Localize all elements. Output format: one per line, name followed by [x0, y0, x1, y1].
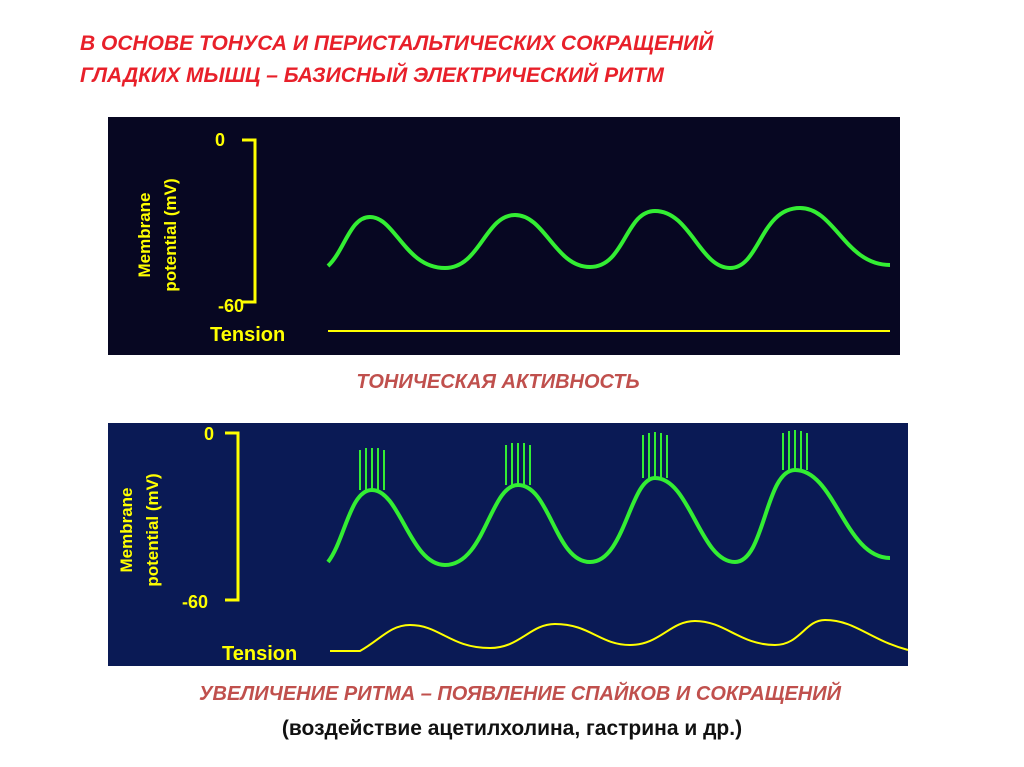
panel-bg	[108, 423, 908, 666]
y-label: potential (mV)	[143, 473, 162, 586]
tick-label: 0	[204, 424, 214, 444]
tension-wave	[330, 618, 909, 652]
y-label: Membrane	[117, 487, 136, 572]
caption: ТОНИЧЕСКАЯ АКТИВНОСТЬ	[356, 371, 639, 393]
tick-label: -60	[182, 592, 208, 612]
y-label: Membrane	[135, 192, 154, 277]
y-label: potential (mV)	[161, 178, 180, 291]
axis	[225, 431, 240, 602]
tick-label: 0	[215, 130, 225, 150]
potential-wave	[326, 468, 891, 567]
panel: Membrane potential (mV) 0 -60 Tension	[108, 117, 900, 355]
panel: Membrane potential (mV) 0 -60 Tension	[108, 423, 909, 666]
tension-label: Tension	[210, 324, 285, 346]
title-line: В ОСНОВЕ ТОНУСА И ПЕРИСТАЛЬТИЧЕСКИХ СОКР…	[80, 31, 714, 55]
potential-wave	[326, 206, 891, 270]
title-line: ГЛАДКИХ МЫШЦ – БАЗИСНЫЙ ЭЛЕКТРИЧЕСКИЙ РИ…	[80, 63, 664, 87]
tick-label: -60	[218, 296, 244, 316]
panel-bg	[108, 117, 900, 355]
axis	[242, 138, 257, 304]
tension-label: Tension	[222, 643, 297, 665]
caption-note: (воздействие ацетилхолина, гастрина и др…	[282, 717, 742, 740]
caption: УВЕЛИЧЕНИЕ РИТМА – ПОЯВЛЕНИЕ СПАЙКОВ И С…	[199, 681, 842, 705]
spikes	[359, 430, 808, 490]
